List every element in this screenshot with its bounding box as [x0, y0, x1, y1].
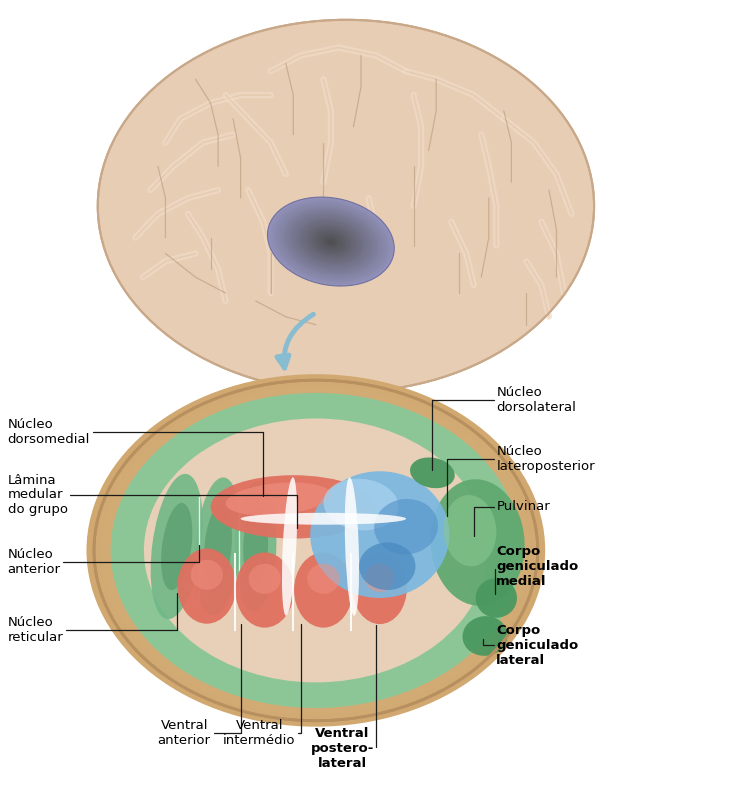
Ellipse shape: [325, 237, 337, 246]
Ellipse shape: [146, 420, 486, 681]
Ellipse shape: [98, 20, 594, 392]
Text: Núcleo
lateroposterior: Núcleo lateroposterior: [447, 445, 595, 516]
Ellipse shape: [191, 560, 223, 590]
Ellipse shape: [444, 495, 496, 566]
Ellipse shape: [264, 511, 368, 591]
Ellipse shape: [197, 459, 434, 642]
Ellipse shape: [108, 391, 523, 710]
Ellipse shape: [131, 408, 501, 692]
Ellipse shape: [235, 482, 277, 611]
Ellipse shape: [86, 375, 545, 727]
Ellipse shape: [321, 235, 341, 248]
Text: Ventral
intermédio: Ventral intermédio: [223, 625, 301, 747]
Ellipse shape: [318, 233, 344, 250]
Ellipse shape: [212, 470, 420, 630]
Text: Corpo
geniculado
lateral: Corpo geniculado lateral: [483, 624, 578, 667]
Ellipse shape: [220, 476, 412, 624]
Ellipse shape: [365, 564, 395, 592]
Ellipse shape: [410, 458, 455, 488]
Ellipse shape: [177, 548, 236, 624]
Ellipse shape: [315, 230, 347, 253]
Text: Lâmina
medular
do grupo: Lâmina medular do grupo: [8, 474, 297, 527]
Ellipse shape: [144, 418, 488, 683]
Text: Núcleo
dorsomedial: Núcleo dorsomedial: [8, 417, 263, 496]
Ellipse shape: [249, 564, 280, 594]
Ellipse shape: [284, 208, 378, 275]
Ellipse shape: [116, 397, 516, 704]
Ellipse shape: [282, 478, 297, 615]
Ellipse shape: [309, 226, 353, 257]
Ellipse shape: [94, 380, 538, 721]
Ellipse shape: [175, 442, 456, 659]
Ellipse shape: [168, 436, 464, 664]
Text: Ventral
postero-
lateral: Ventral postero- lateral: [311, 625, 376, 770]
Text: Ventral
anterior: Ventral anterior: [158, 625, 241, 747]
Ellipse shape: [287, 211, 375, 272]
Text: Núcleo
dorsolateral: Núcleo dorsolateral: [432, 386, 576, 470]
Ellipse shape: [235, 553, 294, 627]
Ellipse shape: [274, 201, 388, 282]
Text: Corpo
geniculado
medial: Corpo geniculado medial: [495, 545, 578, 593]
Ellipse shape: [286, 527, 345, 573]
Ellipse shape: [308, 564, 339, 594]
Ellipse shape: [294, 553, 353, 627]
Text: Núcleo
anterior: Núcleo anterior: [8, 546, 199, 577]
Ellipse shape: [279, 522, 353, 579]
Ellipse shape: [183, 448, 449, 653]
Ellipse shape: [160, 431, 472, 670]
Ellipse shape: [296, 217, 365, 266]
Ellipse shape: [290, 213, 372, 270]
Ellipse shape: [241, 513, 406, 525]
Ellipse shape: [475, 578, 517, 618]
Ellipse shape: [102, 386, 530, 715]
Ellipse shape: [123, 402, 508, 699]
Ellipse shape: [328, 239, 334, 244]
Ellipse shape: [430, 479, 525, 606]
Text: Pulvinar: Pulvinar: [474, 501, 550, 535]
Ellipse shape: [299, 219, 362, 264]
Ellipse shape: [190, 454, 441, 647]
Ellipse shape: [293, 533, 338, 568]
Ellipse shape: [111, 393, 521, 708]
Ellipse shape: [161, 503, 193, 590]
Ellipse shape: [205, 465, 427, 636]
Text: Núcleo
reticular: Núcleo reticular: [8, 593, 177, 644]
Ellipse shape: [227, 482, 405, 619]
Ellipse shape: [204, 505, 232, 588]
Ellipse shape: [310, 471, 450, 598]
Ellipse shape: [305, 224, 356, 259]
Ellipse shape: [277, 204, 385, 280]
Ellipse shape: [462, 616, 508, 656]
Ellipse shape: [235, 488, 397, 613]
Ellipse shape: [249, 499, 383, 602]
Ellipse shape: [302, 222, 359, 261]
Polygon shape: [267, 384, 331, 463]
Ellipse shape: [241, 493, 390, 607]
Ellipse shape: [243, 508, 268, 585]
Ellipse shape: [323, 478, 399, 531]
Ellipse shape: [345, 478, 359, 615]
Ellipse shape: [256, 505, 375, 596]
Ellipse shape: [268, 197, 394, 286]
Ellipse shape: [153, 425, 478, 676]
Ellipse shape: [271, 200, 391, 284]
Ellipse shape: [211, 475, 376, 539]
Ellipse shape: [138, 414, 493, 687]
Ellipse shape: [271, 516, 360, 584]
Ellipse shape: [293, 215, 369, 268]
Ellipse shape: [226, 482, 331, 516]
Ellipse shape: [374, 499, 438, 554]
Ellipse shape: [301, 539, 331, 562]
Ellipse shape: [359, 543, 415, 590]
Ellipse shape: [280, 206, 381, 277]
Ellipse shape: [312, 228, 350, 255]
Ellipse shape: [150, 474, 203, 619]
Ellipse shape: [195, 478, 241, 615]
Ellipse shape: [353, 553, 407, 624]
